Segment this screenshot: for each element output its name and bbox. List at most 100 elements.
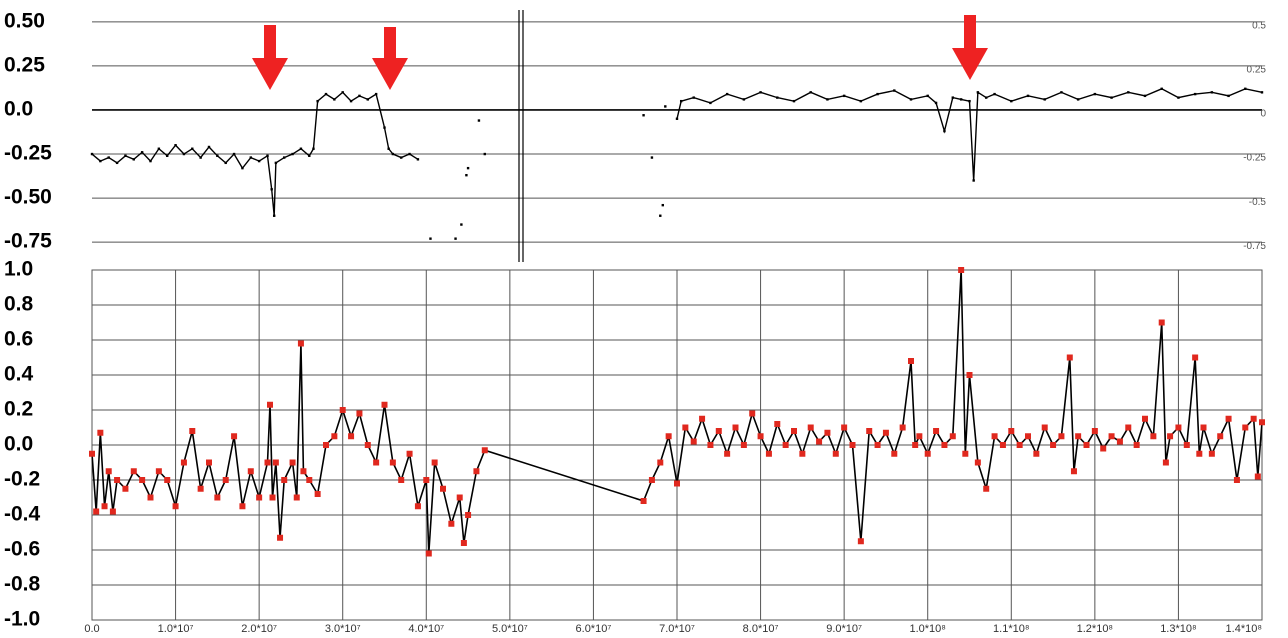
data-point	[164, 477, 171, 483]
arrow	[252, 25, 288, 90]
data-point	[483, 152, 486, 156]
data-point	[1050, 442, 1057, 448]
data-point	[356, 410, 363, 417]
data-point	[291, 152, 294, 156]
data-point	[277, 534, 284, 541]
data-point	[466, 166, 470, 170]
data-point	[809, 91, 812, 94]
data-point	[232, 152, 236, 156]
data-point	[816, 438, 823, 445]
data-point	[1025, 433, 1031, 440]
data-point	[1225, 415, 1232, 422]
data-point	[1227, 94, 1230, 98]
data-point	[358, 94, 361, 98]
data-point	[832, 450, 839, 457]
y-tick-label: -0.50	[4, 186, 52, 209]
data-point	[983, 485, 990, 492]
data-point	[147, 494, 154, 501]
x-tick-label: 2.0*10⁷	[241, 623, 277, 635]
data-point	[941, 442, 948, 448]
y2-tick-label: 0.25	[1247, 65, 1267, 76]
data-point	[460, 540, 467, 546]
data-point	[1175, 424, 1182, 431]
data-point	[924, 450, 931, 457]
data-point	[132, 158, 135, 161]
y-tick-label: -0.6	[4, 538, 40, 561]
data-point	[909, 98, 913, 101]
data-point	[1116, 438, 1123, 445]
data-point	[1242, 424, 1249, 431]
y-tick-label: -0.75	[4, 230, 52, 253]
data-point	[692, 96, 695, 99]
data-point	[274, 161, 278, 165]
x-tick-label: 1.0*10⁷	[158, 623, 194, 635]
data-point	[157, 147, 161, 150]
data-point	[239, 503, 246, 510]
data-point	[1193, 92, 1197, 96]
data-point	[431, 459, 438, 466]
data-point	[172, 503, 179, 510]
data-point	[899, 424, 906, 431]
y-tick-label: 0.2	[4, 398, 33, 421]
data-point	[269, 494, 276, 501]
data-point	[122, 485, 129, 492]
data-point	[1192, 354, 1199, 361]
data-point	[90, 152, 94, 156]
data-point	[1177, 96, 1180, 99]
data-point	[709, 101, 712, 105]
data-point	[949, 433, 956, 440]
data-point	[943, 129, 946, 133]
data-point	[1108, 433, 1115, 440]
data-point	[893, 89, 896, 92]
data-point	[1041, 424, 1048, 431]
data-point	[465, 173, 468, 177]
y2-tick-label: -0.5	[1249, 197, 1267, 208]
data-point	[742, 98, 746, 101]
data-point	[849, 442, 856, 448]
data-point	[799, 450, 806, 457]
data-point	[323, 442, 329, 448]
data-point	[389, 459, 396, 466]
data-point	[414, 503, 421, 510]
data-point	[341, 91, 344, 94]
data-point	[448, 520, 455, 527]
x-tick-label: 3.0*10⁷	[325, 623, 361, 635]
data-point	[958, 267, 965, 273]
x-tick-label: 1.0*10⁸	[909, 623, 945, 635]
data-point	[882, 429, 889, 436]
data-point	[481, 447, 488, 454]
data-point	[207, 145, 211, 149]
data-point	[690, 438, 697, 445]
data-point	[1043, 98, 1046, 101]
y-tick-label: 0.0	[4, 98, 33, 121]
data-point	[105, 468, 112, 475]
data-point	[1093, 92, 1097, 96]
data-point	[107, 156, 110, 159]
data-point	[308, 154, 311, 157]
x-tick-label: 1.1*10⁸	[993, 623, 1029, 635]
data-point	[679, 99, 683, 103]
data-point	[224, 161, 227, 165]
y-tick-label: -0.8	[4, 573, 41, 596]
data-point	[249, 156, 252, 159]
data-point	[199, 156, 202, 159]
data-line	[91, 91, 419, 216]
data-point	[650, 156, 654, 159]
data-point	[933, 428, 940, 434]
centromere-line	[518, 10, 524, 262]
data-point	[1260, 91, 1264, 94]
data-point	[985, 96, 988, 99]
data-point	[1033, 450, 1040, 457]
y-tick-label: 0.50	[4, 9, 45, 32]
data-point	[339, 407, 346, 413]
data-point	[465, 512, 472, 518]
data-point	[859, 99, 863, 103]
data-point	[101, 503, 108, 510]
data-point	[1200, 424, 1207, 431]
grid: 1.0 0.8 0.6 0.4 0.2 0.0 -0.2 -0.4 -0.6 -0.8 -1.0 0.…	[4, 258, 1263, 635]
data-point	[765, 450, 772, 457]
plots	[89, 87, 1265, 557]
data-point	[364, 442, 371, 448]
x-tick-label: 1.2*10⁸	[1077, 623, 1113, 635]
